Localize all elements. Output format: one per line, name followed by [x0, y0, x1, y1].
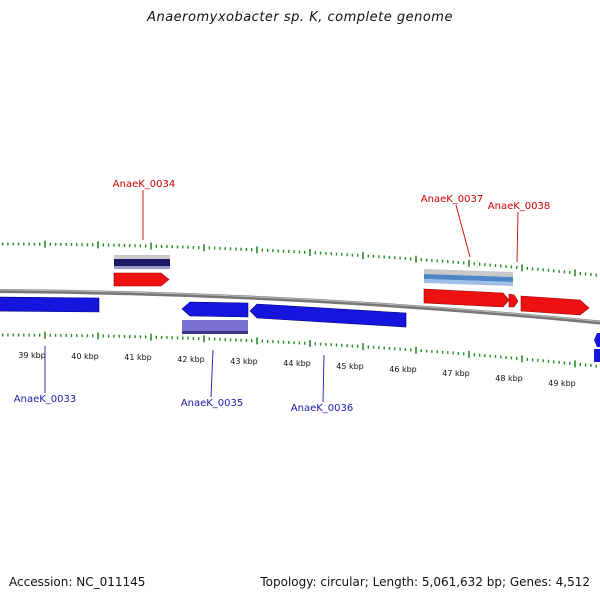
gene-label-anaek-0037[interactable]: AnaeK_0037: [421, 194, 483, 205]
ruler-label: 47 kbp: [442, 369, 470, 378]
gene-partial-right-arrow[interactable]: [594, 333, 600, 347]
leader-anaek-0037: [455, 204, 471, 258]
leader-anaek-0038: [516, 211, 519, 263]
inner-tick-row: [1, 331, 597, 368]
leader-anaek-0036: [322, 354, 325, 403]
map-title: Anaeromyxobacter sp. K, complete genome: [147, 10, 453, 25]
feature-0037-stack[interactable]: [423, 269, 519, 308]
ruler-label: 45 kbp: [336, 362, 364, 371]
accession-text: Accession: NC_011145: [9, 575, 146, 589]
ruler-label: 46 kbp: [389, 365, 417, 374]
gene-label-anaek-0033[interactable]: AnaeK_0033: [14, 394, 76, 405]
outer-tick-row: [1, 240, 597, 277]
feature-0034-stack[interactable]: [113, 255, 170, 287]
leader-anaek-0035: [210, 349, 214, 398]
gene-anaek-0038-arrow[interactable]: [520, 295, 590, 316]
feature-0034-navy-bar: [114, 259, 170, 266]
label-leaders: [44, 190, 519, 403]
topology-summary: Topology: circular; Length: 5,061,632 bp…: [260, 575, 590, 589]
ruler-label: 49 kbp: [548, 379, 576, 388]
gene-anaek-0033-arrow[interactable]: [0, 296, 100, 313]
ruler-label: 43 kbp: [230, 357, 258, 366]
ruler-label: 41 kbp: [124, 353, 152, 362]
gene-anaek-0036-arrow[interactable]: [249, 303, 407, 328]
feature-0035-purple-bar: [182, 320, 248, 331]
ruler-label: 48 kbp: [495, 374, 523, 383]
feature-0035-stack[interactable]: [181, 301, 249, 334]
gene-anaek-0037b-arrow[interactable]: [508, 293, 519, 308]
gene-label-anaek-0034[interactable]: AnaeK_0034: [113, 179, 175, 190]
feature-0034-light-bar: [114, 266, 170, 269]
genome-backbone-highlight: [0, 289, 600, 323]
gene-labels: AnaeK_0034 AnaeK_0037 AnaeK_0038 AnaeK_0…: [14, 179, 550, 414]
gene-anaek-0037-arrow[interactable]: [423, 288, 510, 308]
gene-label-anaek-0036[interactable]: AnaeK_0036: [291, 403, 353, 414]
feature-0037-blue-bar: [424, 274, 513, 282]
gene-label-anaek-0038[interactable]: AnaeK_0038: [488, 201, 550, 212]
feature-0034-gray-bar: [114, 255, 170, 259]
gene-anaek-0035-arrow[interactable]: [181, 301, 249, 318]
feature-0037-light-bar: [424, 279, 513, 286]
gene-label-anaek-0035[interactable]: AnaeK_0035: [181, 398, 243, 409]
genome-backbone: [0, 289, 600, 325]
gene-anaek-0034-arrow[interactable]: [113, 272, 170, 287]
ruler-label: 44 kbp: [283, 359, 311, 368]
kbp-ruler: 39 kbp 40 kbp 41 kbp 42 kbp 43 kbp 44 kb…: [18, 351, 576, 388]
ruler-label: 39 kbp: [18, 351, 46, 360]
feature-0037-gray-bar: [424, 269, 513, 277]
ruler-label: 42 kbp: [177, 355, 205, 364]
feature-0035-purple-edge: [182, 331, 248, 334]
ruler-label: 40 kbp: [71, 352, 99, 361]
gene-partial-right-bar[interactable]: [594, 349, 600, 362]
